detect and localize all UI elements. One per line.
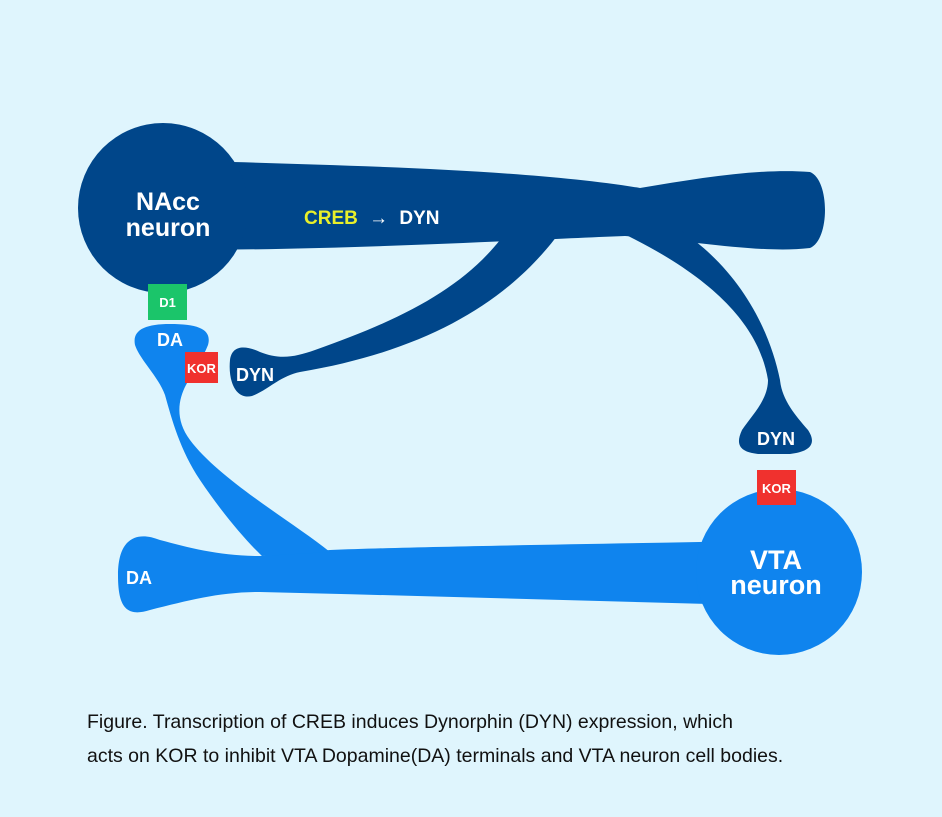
nacc-axon-branch-left (229, 232, 560, 397)
vta-axon-branch (134, 324, 330, 556)
figure-caption: Figure. Transcription of CREB induces Dy… (87, 705, 887, 773)
kor-label-vta: KOR (762, 481, 792, 496)
nacc-axon-branch-right (620, 230, 812, 454)
d1-receptor (148, 284, 187, 320)
kor-receptor-da-terminal (185, 352, 218, 383)
d1-label: D1 (159, 295, 176, 310)
kor-receptor-vta (757, 470, 796, 505)
vta-label-line2: neuron (730, 570, 822, 600)
nacc-axon-trunk (170, 160, 825, 250)
vta-axon-trunk (118, 536, 790, 613)
caption-line-1: Figure. Transcription of CREB induces Dy… (87, 711, 733, 733)
dyn-label-left-terminal: DYN (236, 365, 274, 385)
caption-line-2: acts on KOR to inhibit VTA Dopamine(DA) … (87, 745, 784, 767)
nacc-label-line2: neuron (126, 214, 211, 242)
creb-dyn-label: CREB → DYN (304, 208, 440, 229)
da-label-vta-axon: DA (126, 568, 152, 588)
arrow-right-icon: → (369, 208, 388, 229)
nacc-cell-body (78, 123, 248, 293)
creb-label: CREB (304, 208, 358, 229)
kor-label-da-terminal: KOR (187, 361, 217, 376)
neural-circuit-diagram: NAcc neuron CREB → DYN D1 DA KOR DYN DYN… (78, 123, 862, 655)
nacc-neuron (78, 123, 825, 454)
da-label-terminal: DA (157, 330, 183, 350)
dyn-label-right-terminal: DYN (757, 429, 795, 449)
dyn-label-nacc: DYN (399, 208, 439, 229)
vta-label-line1: VTA (750, 545, 802, 575)
nacc-label-line1: NAcc (136, 188, 200, 216)
vta-cell-body (696, 489, 862, 655)
vta-neuron (118, 324, 862, 655)
